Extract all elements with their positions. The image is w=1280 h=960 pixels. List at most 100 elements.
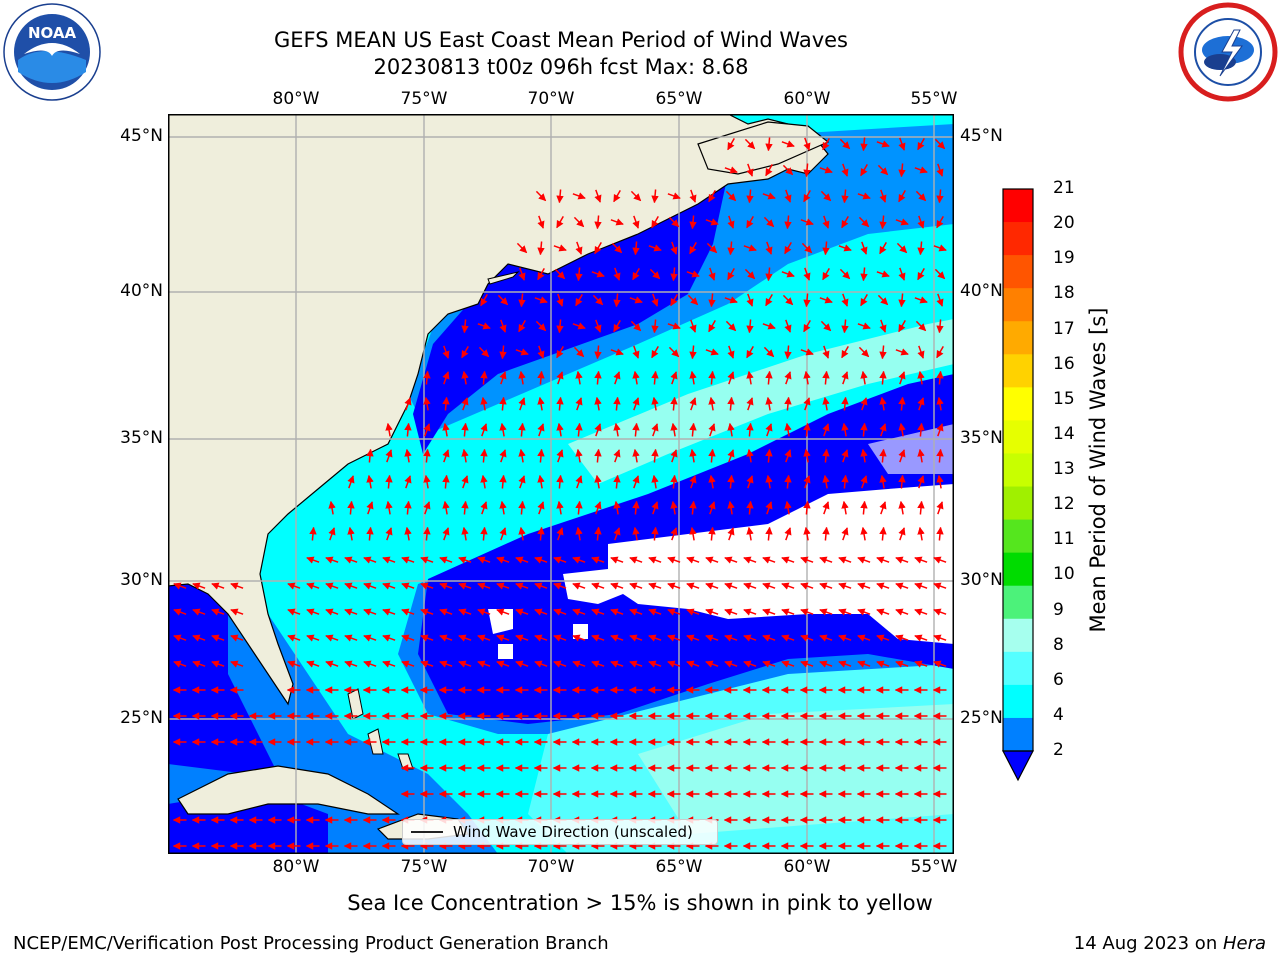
wave-direction-arrow	[895, 634, 909, 642]
wave-direction-arrow	[423, 370, 431, 385]
wave-direction-arrow	[648, 660, 662, 668]
wave-direction-arrow	[727, 345, 735, 359]
wave-direction-arrow	[689, 397, 697, 411]
wave-direction-arrow	[651, 474, 659, 489]
wave-direction-arrow	[765, 526, 773, 541]
lon-tick-bottom: 60°W	[783, 857, 831, 877]
wave-direction-arrow	[784, 396, 792, 411]
wave-direction-arrow	[439, 582, 453, 590]
wave-direction-arrow	[876, 608, 890, 616]
wave-direction-arrow	[287, 634, 301, 642]
wave-direction-arrow	[632, 370, 640, 385]
wave-direction-arrow	[670, 474, 678, 489]
wave-direction-arrow	[499, 319, 507, 333]
map-gridlines	[168, 114, 954, 854]
wave-direction-arrow	[496, 634, 510, 642]
wave-direction-arrow	[914, 556, 928, 564]
wave-direction-arrow	[898, 500, 906, 515]
wave-direction-arrow	[857, 634, 871, 642]
wave-direction-arrow	[936, 448, 944, 463]
wave-direction-arrow	[632, 526, 640, 541]
wave-direction-arrow	[724, 166, 738, 174]
wave-direction-arrow	[458, 582, 472, 590]
wave-direction-arrow	[934, 268, 946, 280]
wave-direction-arrow	[841, 527, 849, 541]
wave-direction-arrow	[651, 319, 659, 334]
wave-direction-arrow	[917, 370, 925, 385]
wave-direction-arrow	[724, 608, 738, 616]
wave-direction-arrow	[879, 396, 887, 411]
colorbar-tick-label: 2	[1053, 740, 1064, 760]
wave-direction-arrow	[876, 634, 890, 642]
wave-direction-arrow	[515, 660, 529, 668]
wave-direction-arrow	[404, 526, 412, 541]
wave-direction-arrow	[689, 526, 697, 541]
wave-direction-arrow	[573, 216, 585, 228]
colorbar-cell	[1003, 651, 1033, 686]
wave-direction-arrow	[518, 370, 526, 385]
wave-direction-arrow	[572, 608, 586, 616]
colorbar-cell	[1003, 189, 1033, 223]
wave-direction-arrow	[306, 556, 320, 564]
wave-direction-arrow	[309, 526, 317, 541]
wave-period-map	[168, 114, 954, 854]
wave-direction-arrow	[936, 396, 944, 411]
wave-direction-arrow	[651, 526, 659, 541]
wave-direction-arrow	[461, 346, 469, 359]
colorbar-tick-label: 11	[1053, 529, 1075, 550]
wave-direction-arrow	[746, 500, 754, 515]
wave-direction-arrow	[896, 242, 908, 254]
colorbar-title: Mean Period of Wind Waves [s]	[1086, 307, 1110, 633]
wave-direction-arrow	[629, 556, 643, 564]
wave-direction-arrow	[819, 634, 833, 642]
wave-direction-arrow	[898, 449, 906, 463]
wave-direction-arrow	[857, 660, 871, 668]
wave-direction-arrow	[629, 634, 643, 642]
wave-direction-arrow	[822, 345, 830, 359]
wave-direction-arrow	[705, 608, 719, 616]
wave-direction-arrow	[344, 582, 358, 590]
wave-direction-arrow	[743, 556, 757, 564]
colorbar-cell	[1003, 222, 1033, 256]
wave-direction-arrow	[877, 294, 889, 306]
wave-direction-arrow	[667, 634, 681, 642]
wave-direction-arrow	[822, 370, 830, 385]
wave-direction-arrow	[537, 215, 545, 229]
wave-direction-arrow	[556, 422, 564, 437]
wave-direction-arrow	[860, 526, 868, 541]
wave-direction-arrow	[594, 423, 602, 437]
wave-direction-arrow	[553, 582, 567, 590]
wave-direction-arrow	[765, 501, 773, 515]
wave-direction-arrow	[803, 267, 811, 281]
wave-direction-arrow	[461, 448, 469, 463]
wave-direction-arrow	[689, 422, 697, 437]
wave-direction-arrow	[518, 448, 526, 463]
wave-direction-arrow	[211, 582, 225, 590]
wave-direction-arrow	[556, 319, 564, 334]
wave-direction-arrow	[708, 423, 716, 437]
wave-direction-arrow	[420, 660, 434, 668]
wave-direction-arrow	[363, 634, 377, 642]
wave-direction-arrow	[554, 268, 566, 280]
wave-direction-arrow	[705, 556, 719, 564]
wave-direction-arrow	[610, 634, 624, 642]
wave-direction-arrow	[439, 556, 453, 564]
wave-direction-arrow	[841, 449, 849, 463]
wave-direction-arrow	[480, 501, 488, 515]
colorbar-cell	[1003, 486, 1033, 521]
wave-direction-arrow	[800, 634, 814, 642]
wave-direction-arrow	[933, 244, 947, 252]
wave-direction-arrow	[784, 527, 792, 541]
wave-direction-arrow	[838, 582, 852, 590]
wave-direction-arrow	[420, 634, 434, 642]
wave-direction-arrow	[651, 346, 659, 359]
lat-tick-left: 25°N	[120, 708, 163, 728]
wave-direction-arrow	[648, 608, 662, 616]
colorbar-tick-label: 15	[1053, 388, 1075, 409]
wave-direction-arrow	[534, 582, 548, 590]
wave-direction-arrow	[898, 137, 906, 151]
wave-direction-arrow	[610, 556, 624, 564]
wave-direction-arrow	[781, 660, 795, 668]
wave-direction-arrow	[439, 608, 453, 616]
wave-direction-arrow	[879, 501, 887, 515]
